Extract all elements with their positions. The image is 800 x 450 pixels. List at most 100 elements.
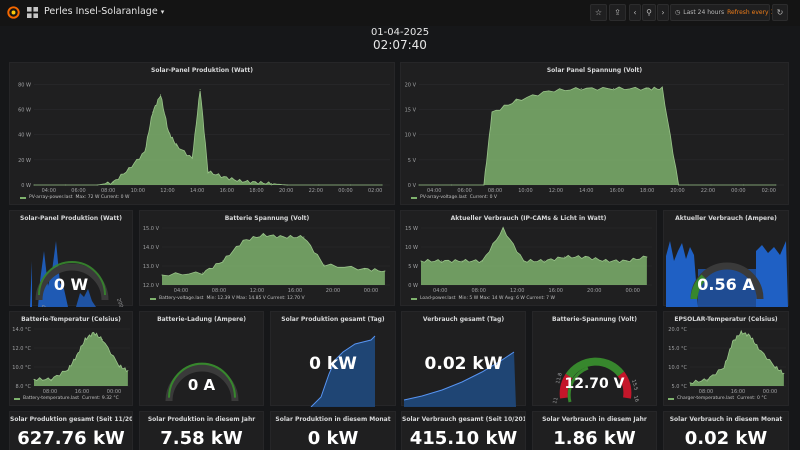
data-point xyxy=(93,332,95,334)
stat-panel-solar-total-since-2016[interactable]: Solar Produktion gesamt (Seit 11/2016) 6… xyxy=(9,411,133,450)
data-point xyxy=(384,270,386,272)
x-tick-label: 12:00 xyxy=(160,188,174,194)
x-tick-label: 18:00 xyxy=(249,188,263,194)
stat-value: 0 kW xyxy=(309,354,357,374)
y-tick-label: 40 W xyxy=(18,133,31,139)
panel-solar-power-graph[interactable]: Solar-Panel Produktion (Watt) 0 W 20 W 40 … xyxy=(9,62,395,205)
data-point xyxy=(625,260,627,262)
data-point xyxy=(543,260,545,262)
panel-solar-power-gauge[interactable]: Solar-Panel Produktion (Watt) 0 200 0 W xyxy=(9,210,133,307)
legend-swatch xyxy=(20,196,26,199)
data-point xyxy=(710,184,712,186)
data-point xyxy=(689,382,691,384)
series-line xyxy=(34,90,383,186)
caret-down-icon: ▾ xyxy=(160,8,165,16)
x-tick-label: 08:00 xyxy=(488,188,502,194)
x-tick-label: 20:00 xyxy=(279,188,293,194)
panel-title: Aktueller Verbrauch (IP-CAMs & Licht in … xyxy=(450,215,607,222)
load-power-chart: 0 W 5 W 10 W 15 W 04:00 08:00 12:00 16:00 20:00 0… xyxy=(405,226,652,294)
panel-title: Solar Produktion in diesem Jahr xyxy=(147,416,256,423)
panel-solar-day-total[interactable]: Solar Produktion gesamt (Tag) 0 kW xyxy=(270,311,396,407)
panel-title: Solar-Panel Produktion (Watt) xyxy=(20,215,122,222)
x-tick-label: 02:00 xyxy=(762,188,776,194)
y-tick-label: 12.0 °C xyxy=(12,346,31,352)
x-tick-label: 06:00 xyxy=(457,188,471,194)
series-area xyxy=(419,87,776,185)
stat-panel-solar-this-month[interactable]: Solar Produktion in diesem Monat 0 kW xyxy=(270,411,396,450)
share-button[interactable]: ⇪ xyxy=(609,4,626,21)
panel-load-current-gauge[interactable]: Aktueller Verbrauch (Ampere) 0.56 A xyxy=(663,210,789,307)
data-point xyxy=(420,260,422,262)
data-point xyxy=(364,268,366,270)
panel-title: Aktueller Verbrauch (Ampere) xyxy=(675,215,777,222)
series-area xyxy=(690,330,784,386)
x-tick-label: 00:00 xyxy=(731,188,745,194)
x-tick-label: 22:00 xyxy=(701,188,715,194)
stat-panel-consumption-this-year[interactable]: Solar Verbrauch in diesem Jahr 1.86 kW xyxy=(532,411,657,450)
legend[interactable]: Battery-temperature.last Current: 9.32 °C xyxy=(14,396,119,401)
panel-consumption-day-total[interactable]: Verbrauch gesamt (Tag) 0.02 kW xyxy=(401,311,526,407)
data-point xyxy=(723,366,725,368)
legend[interactable]: Charger-temperature.last Current: 0 °C xyxy=(668,396,767,401)
dashboard-title[interactable]: Perles Insel-Solaranlage ▾ xyxy=(44,6,164,17)
legend[interactable]: PV-array-voltage.last Current: 0 V xyxy=(411,195,497,200)
panel-load-power-graph[interactable]: Aktueller Verbrauch (IP-CAMs & Licht in … xyxy=(400,210,657,306)
clock-date: 01-04-2025 xyxy=(370,27,430,38)
legend-swatch xyxy=(668,397,674,400)
data-point xyxy=(239,180,241,182)
stat-value: 0.02 kW xyxy=(424,354,503,374)
data-point xyxy=(167,131,169,133)
data-point xyxy=(160,94,162,96)
data-point xyxy=(199,89,201,91)
time-back-button[interactable]: ‹ xyxy=(629,4,641,21)
data-point xyxy=(706,379,708,381)
y-tick-label: 80 W xyxy=(18,82,31,88)
data-point xyxy=(65,184,67,186)
data-point xyxy=(286,184,288,186)
time-forward-button[interactable]: › xyxy=(657,4,669,21)
stat-value: 0.02 kW xyxy=(684,428,768,449)
gauge-max-label: 200 xyxy=(115,298,124,307)
data-point xyxy=(491,112,493,114)
grafana-logo-icon[interactable] xyxy=(7,6,20,19)
panel-battery-voltage-graph[interactable]: Batterie Spannung (Volt) 12.0 V 13.0 V 14.… xyxy=(139,210,395,306)
panel-battery-charge-gauge[interactable]: Batterie-Ladung (Ampere) 0 A xyxy=(139,311,264,406)
data-point xyxy=(118,365,120,367)
star-button[interactable]: ☆ xyxy=(590,4,607,21)
refresh-icon: ↻ xyxy=(776,8,784,17)
stat-panel-consumption-total-since-2016[interactable]: Solar Verbrauch gesamt (Seit 10/2016) 41… xyxy=(401,411,526,450)
stat-value: 415.10 kW xyxy=(409,428,518,449)
legend-swatch xyxy=(411,297,417,300)
x-tick-label: 16:00 xyxy=(549,288,563,294)
x-tick-label: 00:00 xyxy=(763,389,777,395)
legend[interactable]: Load-power.last Min: 5 W Max: 14 W Avg: 6… xyxy=(411,296,555,301)
gauge-value: 0 A xyxy=(187,376,216,394)
legend[interactable]: Battery-voltage.last Min: 12.39 V Max: 14… xyxy=(150,296,305,301)
threshold-max-label: 16 xyxy=(632,395,639,403)
data-point xyxy=(482,260,484,262)
stat-panel-solar-this-year[interactable]: Solar Produktion in diesem Jahr 7.58 kW xyxy=(139,411,264,450)
legend-swatch xyxy=(14,397,20,400)
y-tick-label: 15 W xyxy=(405,226,418,232)
x-tick-label: 00:00 xyxy=(338,188,352,194)
battery-voltage-gauge: 11 11.8 15.5 16 xyxy=(552,357,640,405)
panel-epsolar-temp-graph[interactable]: EPSOLAR-Temperatur (Celsius) 5.0 °C 10.0 … xyxy=(663,311,789,406)
stat-panel-consumption-this-month[interactable]: Solar Verbrauch in diesem Monat 0.02 kW xyxy=(663,411,789,450)
zoom-out-button[interactable]: ⚲ xyxy=(642,4,656,21)
legend[interactable]: PV-array-power.last Max: 72 W Current: 0 … xyxy=(20,195,129,200)
y-tick-label: 5 V xyxy=(408,158,417,164)
panel-title: Batterie-Ladung (Ampere) xyxy=(157,316,246,323)
x-tick-label: 08:00 xyxy=(699,389,713,395)
series-line xyxy=(420,226,647,264)
panel-title: EPSOLAR-Temperatur (Celsius) xyxy=(674,316,778,323)
panel-battery-voltage-gauge[interactable]: Batterie-Spannung (Volt) 11 11.8 15.5 16… xyxy=(532,311,657,406)
data-point xyxy=(732,341,734,343)
x-tick-label: 08:00 xyxy=(212,288,226,294)
data-point xyxy=(349,184,351,186)
data-point xyxy=(67,368,69,370)
time-picker-button[interactable]: ◷ Last 24 hours Refresh every 10s xyxy=(670,4,781,21)
refresh-button[interactable]: ↻ xyxy=(772,4,788,21)
data-point xyxy=(613,88,615,90)
panel-solar-voltage-graph[interactable]: Solar Panel Spannung (Volt) 0 V 5 V 10 V 15… xyxy=(400,62,789,205)
panel-battery-temp-graph[interactable]: Batterie-Temperatur (Celsius) 8.0 °C 10.0… xyxy=(9,311,133,406)
